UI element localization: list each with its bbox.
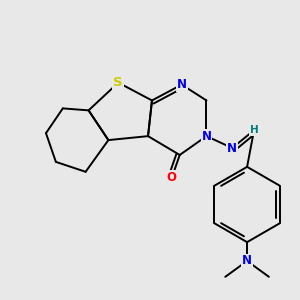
Text: N: N xyxy=(177,78,187,91)
Text: O: O xyxy=(167,171,177,184)
Text: H: H xyxy=(250,125,258,135)
Text: N: N xyxy=(242,254,252,268)
Text: S: S xyxy=(113,76,123,89)
Text: N: N xyxy=(227,142,237,154)
Text: N: N xyxy=(202,130,212,142)
